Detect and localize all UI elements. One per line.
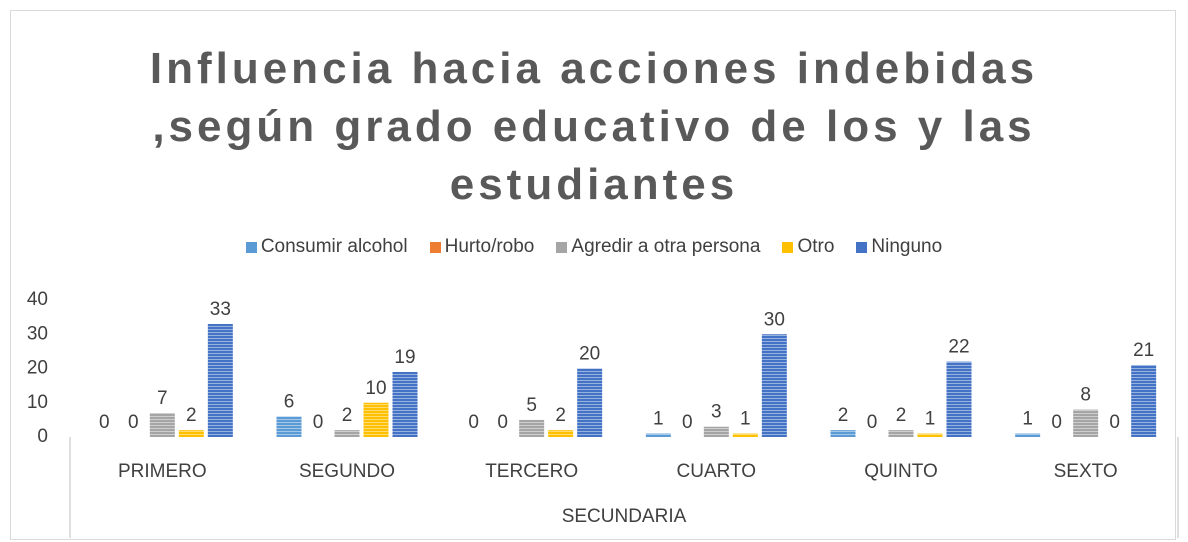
data-label: 2 <box>342 405 353 426</box>
legend-swatch <box>856 241 868 253</box>
legend-label: Agredir a otra persona <box>571 236 761 257</box>
data-label: 19 <box>394 347 415 368</box>
data-label: 0 <box>313 412 324 433</box>
bar <box>1131 365 1157 437</box>
chart-frame <box>10 10 1176 540</box>
bar <box>363 402 389 437</box>
bar <box>645 433 671 437</box>
legend-swatch <box>429 241 441 253</box>
x-tick-label: QUINTO <box>864 461 938 482</box>
data-label: 0 <box>1109 412 1120 433</box>
data-label: 0 <box>128 412 139 433</box>
data-label: 8 <box>1080 385 1091 406</box>
x-tick-label: SEGUNDO <box>299 461 395 482</box>
data-label: 5 <box>526 395 537 416</box>
legend-label: Consumir alcohol <box>260 236 408 257</box>
data-label: 21 <box>1133 340 1154 361</box>
data-label: 20 <box>579 344 600 365</box>
x-tick-label: SEXTO <box>1054 461 1118 482</box>
bar <box>577 368 603 437</box>
data-label: 2 <box>838 405 849 426</box>
data-label: 1 <box>925 409 936 430</box>
y-tick-label: 40 <box>27 289 48 310</box>
chart-title: Influencia hacia acciones indebidas ,seg… <box>149 44 1039 209</box>
legend-item: Consumir alcohol <box>245 236 408 258</box>
data-label: 2 <box>896 405 907 426</box>
legend-label: Hurto/robo <box>444 236 535 257</box>
x-tick-label: TERCERO <box>485 461 578 482</box>
bar <box>178 430 204 437</box>
y-tick-label: 10 <box>27 392 48 413</box>
bar <box>1073 409 1099 437</box>
legend-swatch <box>782 241 794 253</box>
bar <box>917 433 943 437</box>
data-label: 7 <box>157 388 168 409</box>
data-label: 33 <box>210 299 231 320</box>
data-label: 1 <box>653 409 664 430</box>
legend-item: Hurto/robo <box>429 236 535 258</box>
bar <box>519 419 545 437</box>
data-label: 0 <box>99 412 110 433</box>
legend-item: Otro <box>782 236 834 258</box>
legend-label: Otro <box>797 236 835 257</box>
data-label: 0 <box>1051 412 1062 433</box>
bar <box>946 361 972 437</box>
y-tick-label: 20 <box>27 358 48 379</box>
bar <box>207 323 233 437</box>
category-group-label: SECUNDARIA <box>562 506 687 527</box>
data-label: 1 <box>1022 409 1033 430</box>
legend-item: Ninguno <box>856 236 942 258</box>
legend: Consumir alcohol Hurto/robo Agredir a otra… <box>0 236 1188 258</box>
data-label: 30 <box>764 309 785 330</box>
bar <box>732 433 758 437</box>
bar <box>888 430 914 437</box>
bar <box>149 413 175 437</box>
legend-item: Agredir a otra persona <box>556 236 760 258</box>
data-label: 10 <box>365 378 386 399</box>
legend-label: Ninguno <box>871 236 943 257</box>
bar <box>1015 433 1041 437</box>
bar <box>703 426 729 437</box>
x-tick-label: CUARTO <box>677 461 757 482</box>
data-label: 22 <box>948 337 969 358</box>
data-label: 0 <box>867 412 878 433</box>
data-label: 6 <box>284 391 295 412</box>
data-label: 1 <box>740 409 751 430</box>
bar <box>761 334 787 437</box>
data-label: 3 <box>711 402 722 423</box>
legend-swatch <box>245 241 257 253</box>
bar <box>276 416 302 437</box>
data-label: 0 <box>468 412 479 433</box>
x-tick-label: PRIMERO <box>118 461 207 482</box>
data-label: 2 <box>186 405 197 426</box>
data-label: 0 <box>497 412 508 433</box>
bar <box>334 430 360 437</box>
y-tick-label: 30 <box>27 323 48 344</box>
legend-swatch <box>556 241 568 253</box>
y-tick-label: 0 <box>37 426 48 447</box>
bar <box>830 430 856 437</box>
data-label: 0 <box>682 412 693 433</box>
bar <box>392 371 418 437</box>
bar <box>548 430 574 437</box>
data-label: 2 <box>555 405 566 426</box>
